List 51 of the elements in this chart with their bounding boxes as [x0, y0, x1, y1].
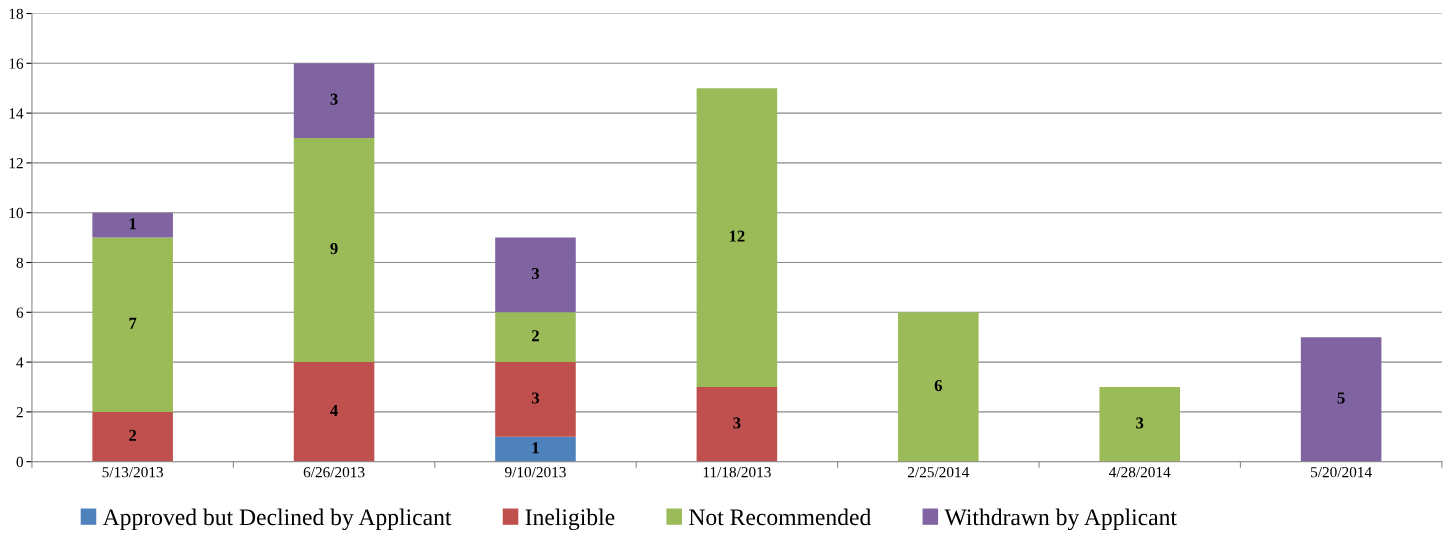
bar — [696, 387, 778, 462]
y-tick-label: 16 — [9, 58, 24, 69]
data-label: 3 — [330, 93, 338, 105]
bar — [293, 63, 375, 138]
y-tick-label: 18 — [9, 8, 24, 19]
data-label: 6 — [934, 379, 942, 392]
bar — [495, 237, 576, 313]
data-label: 1 — [532, 442, 539, 454]
bar — [495, 436, 576, 462]
bar — [898, 312, 979, 462]
bar — [293, 138, 375, 363]
y-tick-label: 14 — [9, 108, 24, 119]
y-tick-label: 6 — [16, 307, 24, 318]
y-tick-label: 8 — [16, 257, 24, 268]
y-tick-label: 10 — [9, 207, 24, 219]
data-label: 4 — [330, 404, 338, 416]
bar — [1300, 337, 1382, 462]
x-tick-label: 11/18/2013 — [703, 467, 771, 478]
data-label: 3 — [531, 392, 540, 404]
legend-label: Withdrawn by Applicant — [944, 508, 1177, 531]
data-label: 2 — [129, 429, 137, 441]
data-label: 1 — [129, 218, 136, 230]
x-tick-label: 5/13/2013 — [102, 467, 164, 478]
bar — [92, 411, 173, 462]
y-tick-label: 0 — [16, 456, 24, 468]
x-tick-label: 5/20/2014 — [1311, 467, 1372, 478]
data-label: 2 — [532, 330, 539, 342]
legend-label: Approved but Declined by Applicant — [102, 508, 452, 531]
y-tick-label: 12 — [9, 158, 23, 169]
data-label: 3 — [1136, 417, 1144, 429]
data-label: 9 — [330, 243, 338, 255]
bar — [92, 212, 173, 238]
bar — [495, 312, 576, 363]
data-label: 3 — [733, 417, 741, 429]
legend-label: Not Recommended — [689, 508, 872, 526]
x-tick-label: 2/25/2014 — [907, 467, 970, 478]
y-tick-label: 4 — [16, 357, 24, 368]
bar — [696, 88, 778, 387]
x-tick-label: 6/26/2013 — [303, 467, 365, 478]
bar — [293, 362, 375, 462]
bar — [92, 237, 173, 412]
x-tick-label: 9/10/2013 — [504, 467, 566, 478]
legend-label: Ineligible — [525, 508, 615, 531]
y-tick-label: 2 — [16, 407, 23, 418]
data-label: 12 — [729, 230, 745, 242]
data-label: 5 — [1337, 392, 1345, 404]
data-label: 7 — [129, 317, 137, 329]
data-label: 3 — [531, 267, 540, 280]
x-tick-label: 4/28/2014 — [1109, 467, 1171, 478]
bar — [495, 362, 576, 437]
bar — [1099, 387, 1180, 462]
